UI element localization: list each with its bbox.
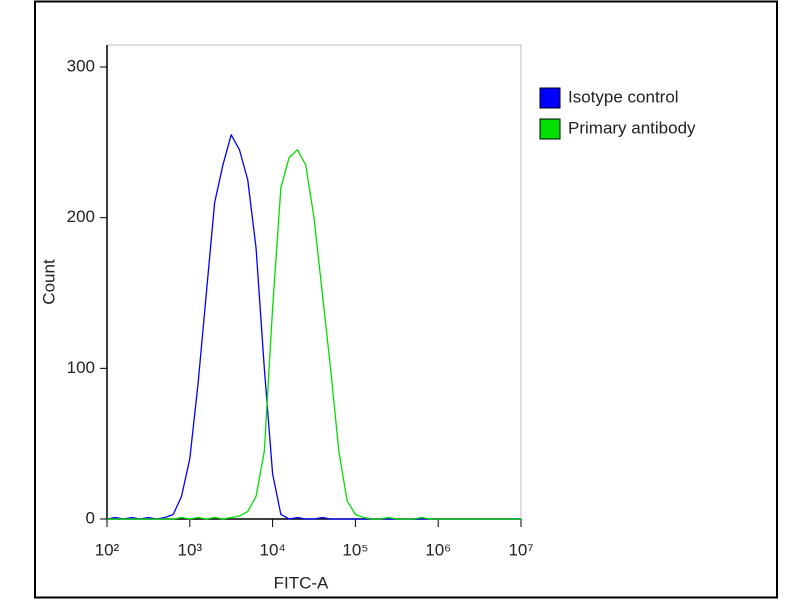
frame — [34, 0, 778, 599]
x-tick-label: 10³ — [178, 540, 203, 559]
series-line — [107, 149, 521, 520]
x-tick-label: 10⁴ — [259, 540, 285, 559]
legend-label: Isotype control — [568, 87, 679, 106]
x-axis-label: FITC-A — [274, 573, 329, 592]
y-tick-label: 200 — [67, 207, 95, 226]
x-tick-label: 10² — [95, 540, 120, 559]
y-tick-label: 300 — [67, 56, 95, 75]
y-tick-label: 100 — [67, 358, 95, 377]
x-tick-label: 10⁵ — [342, 540, 368, 559]
legend-label: Primary antibody — [568, 118, 696, 137]
x-tick-label: 10⁶ — [425, 540, 451, 559]
legend-swatch — [539, 87, 561, 109]
legend-swatch — [539, 118, 561, 140]
y-axis-label: Count — [39, 259, 58, 305]
x-tick-label: 10⁷ — [508, 540, 533, 559]
y-tick-label: 0 — [86, 508, 95, 527]
